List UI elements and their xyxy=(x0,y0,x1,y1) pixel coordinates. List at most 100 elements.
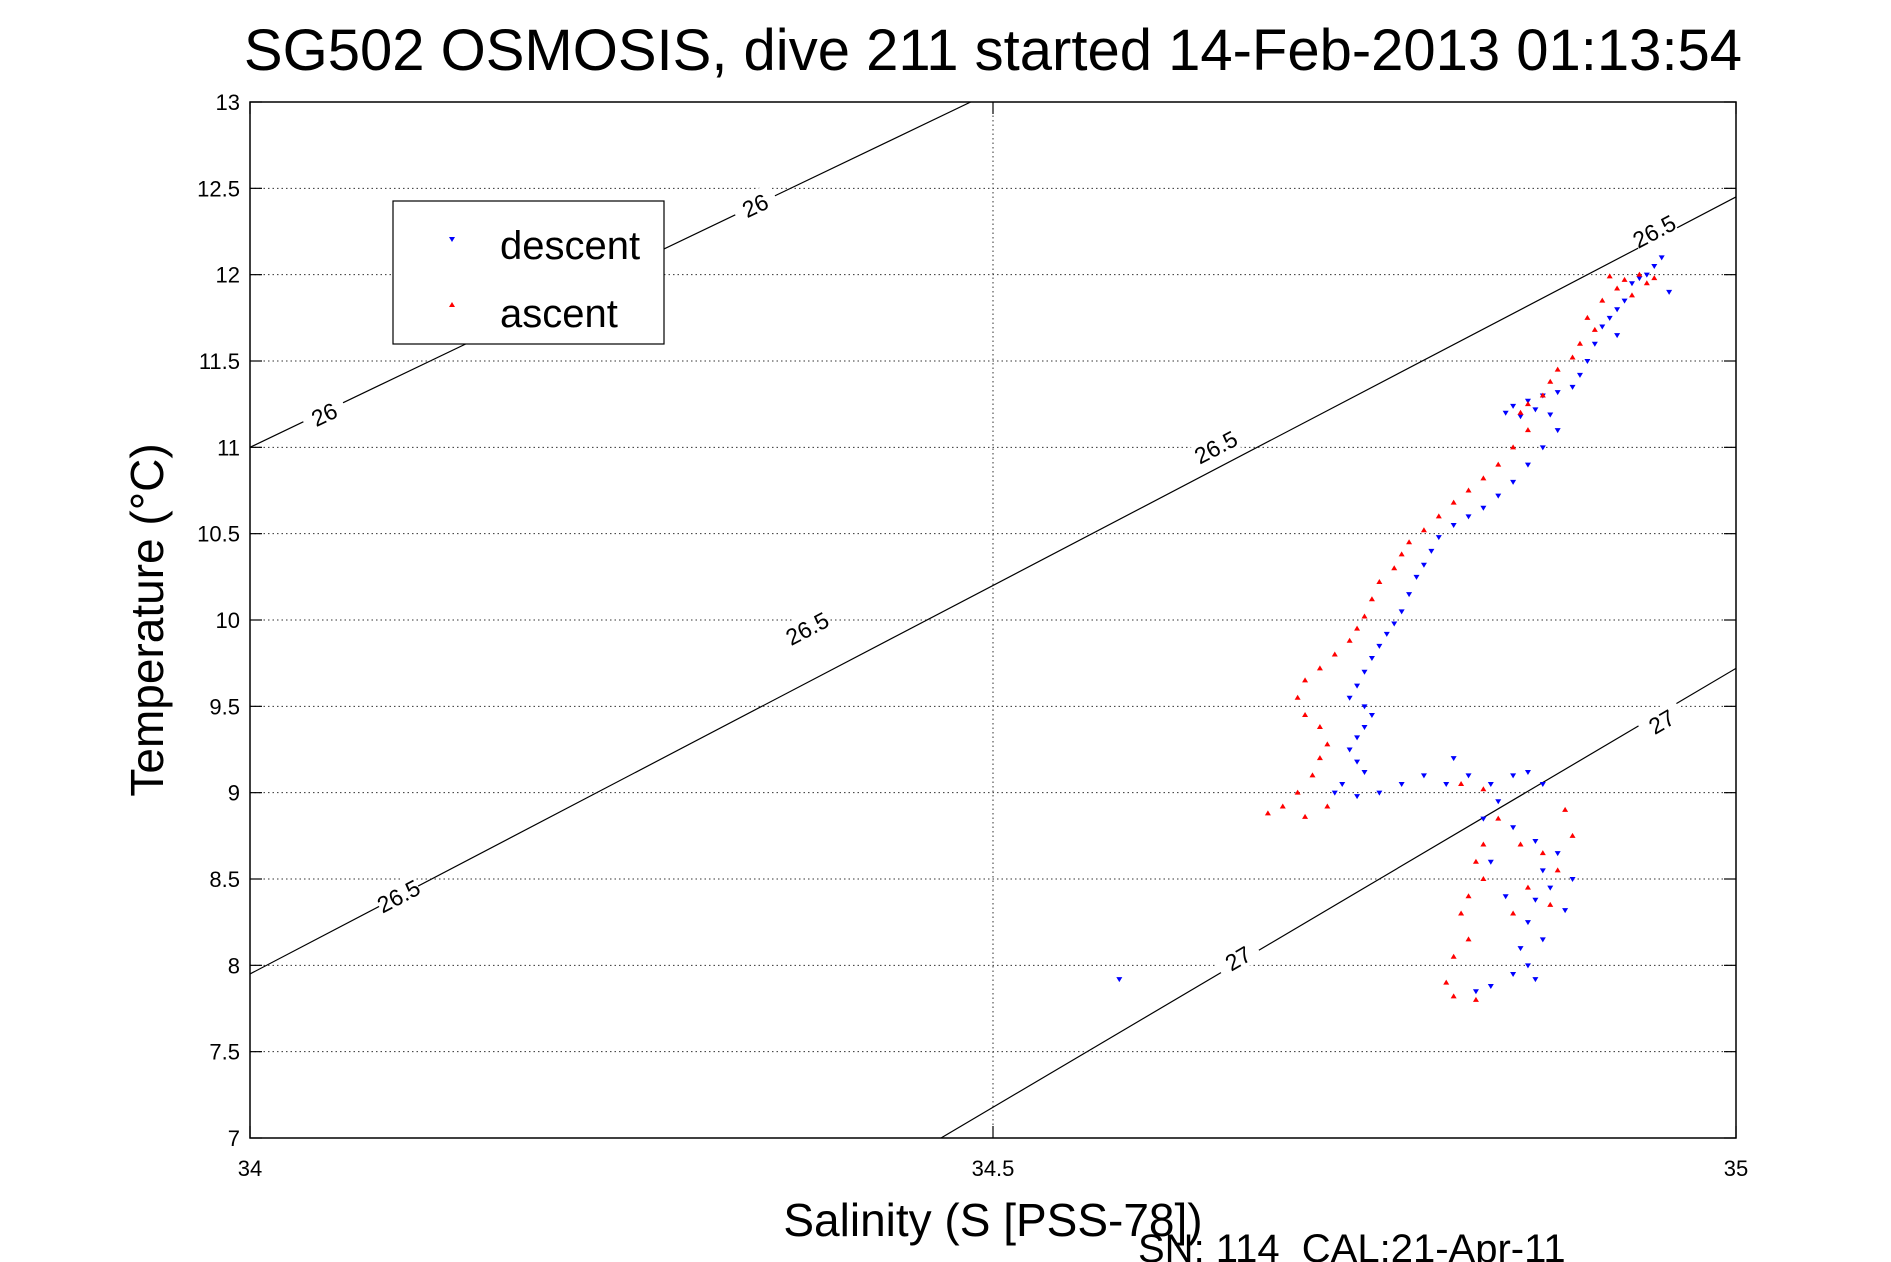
descent-point xyxy=(1495,493,1502,499)
ascent-point xyxy=(1517,409,1524,415)
ascent-point xyxy=(1316,724,1323,730)
descent-point xyxy=(1428,548,1435,554)
descent-point xyxy=(1539,782,1546,788)
descent-point xyxy=(1480,505,1487,511)
descent-point xyxy=(1398,609,1405,615)
contour-label-group: 26 xyxy=(729,183,781,226)
descent-point xyxy=(1420,562,1427,568)
ascent-point xyxy=(1398,551,1405,557)
y-axis-label: Temperature (°C) xyxy=(121,443,173,796)
descent-point xyxy=(1554,851,1561,857)
descent-point xyxy=(1517,946,1524,952)
x-tick-label: 35 xyxy=(1724,1156,1748,1181)
y-tick-label: 13 xyxy=(216,90,240,115)
descent-point xyxy=(1487,984,1494,990)
contour-label-group: 26.5 xyxy=(1628,208,1680,253)
ascent-point xyxy=(1547,378,1554,384)
descent-point xyxy=(1361,725,1368,731)
ascent-point xyxy=(1539,850,1546,856)
descent-point xyxy=(1502,410,1509,416)
legend: descent ascent xyxy=(392,200,665,345)
ascent-point xyxy=(1450,993,1457,999)
descent-point xyxy=(1383,631,1390,637)
ascent-point xyxy=(1302,813,1309,819)
ascent-point xyxy=(1539,392,1546,398)
ascent-point xyxy=(1524,884,1531,890)
descent-point xyxy=(1368,655,1375,661)
ascent-point xyxy=(1368,596,1375,602)
y-tick-label: 9.5 xyxy=(209,694,240,719)
ascent-point xyxy=(1472,996,1479,1002)
ascent-point xyxy=(1510,910,1517,916)
descent-point xyxy=(1346,747,1353,753)
contour-label: 26.5 xyxy=(1190,425,1242,469)
serial-calibration-footer: SN: 114 CAL:21-Apr-11 xyxy=(1138,1227,1566,1262)
ascent-point xyxy=(1569,354,1576,360)
x-tick-label: 34.5 xyxy=(972,1156,1015,1181)
descent-point xyxy=(1480,816,1487,822)
descent-point xyxy=(1354,683,1361,689)
ascent-point xyxy=(1324,741,1331,747)
ascent-point xyxy=(1302,711,1309,717)
descent-point xyxy=(1368,712,1375,718)
descent-point xyxy=(1569,877,1576,882)
ascent-point xyxy=(1584,314,1591,320)
descent-point xyxy=(1510,971,1517,977)
contour-label-group: 26.5 xyxy=(1189,424,1242,469)
ascent-point xyxy=(1621,276,1628,282)
contour-label-background xyxy=(1189,424,1241,469)
descent-point xyxy=(1443,782,1450,788)
descent-point xyxy=(1376,790,1383,796)
ascent-point xyxy=(1480,475,1487,481)
contour-label-group: 27 xyxy=(1635,698,1687,744)
descent-point xyxy=(1413,574,1420,580)
ascent-point xyxy=(1643,280,1650,286)
descent-point xyxy=(1532,839,1539,845)
ascent-point xyxy=(1450,499,1457,505)
descent-point xyxy=(1532,977,1539,983)
grid xyxy=(250,102,1736,1138)
contour-label-background xyxy=(781,606,833,650)
ascent-point xyxy=(1406,539,1413,545)
y-tick-label: 8 xyxy=(228,953,240,978)
descent-point xyxy=(1406,592,1413,598)
contour-label-background xyxy=(1635,698,1687,744)
descent-point xyxy=(1547,412,1554,418)
ascent-point xyxy=(1324,803,1331,809)
ascent-point xyxy=(1420,527,1427,533)
ascent-point xyxy=(1309,772,1316,778)
ascent-point xyxy=(1480,876,1487,881)
ascent-point xyxy=(1391,565,1398,571)
ascent-point xyxy=(1376,579,1383,585)
ascent-point xyxy=(1458,781,1465,787)
ascent-point xyxy=(1316,665,1323,671)
contour-label-group: 26 xyxy=(298,392,350,435)
descent-point xyxy=(1346,695,1353,701)
descent-point xyxy=(1576,372,1583,378)
ascent-point xyxy=(1569,832,1576,838)
contour-label-group: 27 xyxy=(1212,935,1264,980)
descent-point xyxy=(1487,859,1494,865)
ascent-point xyxy=(1346,637,1353,643)
ascent-point xyxy=(1331,651,1338,657)
y-tick-label: 7 xyxy=(228,1126,240,1151)
y-axis-ticks: 7 7.5 8 8.5 9 9.5 10 10.5 11 11.5 12 12.5 13 xyxy=(197,90,1736,1151)
descent-point xyxy=(1420,773,1427,779)
descent-point xyxy=(1636,276,1643,282)
x-tick-label: 34 xyxy=(238,1156,262,1181)
y-tick-label: 12 xyxy=(216,263,240,288)
descent-point xyxy=(1339,782,1346,788)
descent-point xyxy=(1472,989,1479,995)
ascent-point xyxy=(1465,487,1472,493)
y-tick-label: 11.5 xyxy=(199,349,240,374)
ascent-point xyxy=(1302,677,1309,683)
legend-label-descent: descent xyxy=(500,224,640,268)
descent-point xyxy=(1487,782,1494,788)
descent-point xyxy=(1495,799,1502,805)
descent-point xyxy=(1354,735,1361,741)
descent-point xyxy=(1524,769,1531,775)
descent-point xyxy=(1510,773,1517,779)
ascent-point xyxy=(1547,901,1554,907)
descent-point xyxy=(1450,523,1457,529)
